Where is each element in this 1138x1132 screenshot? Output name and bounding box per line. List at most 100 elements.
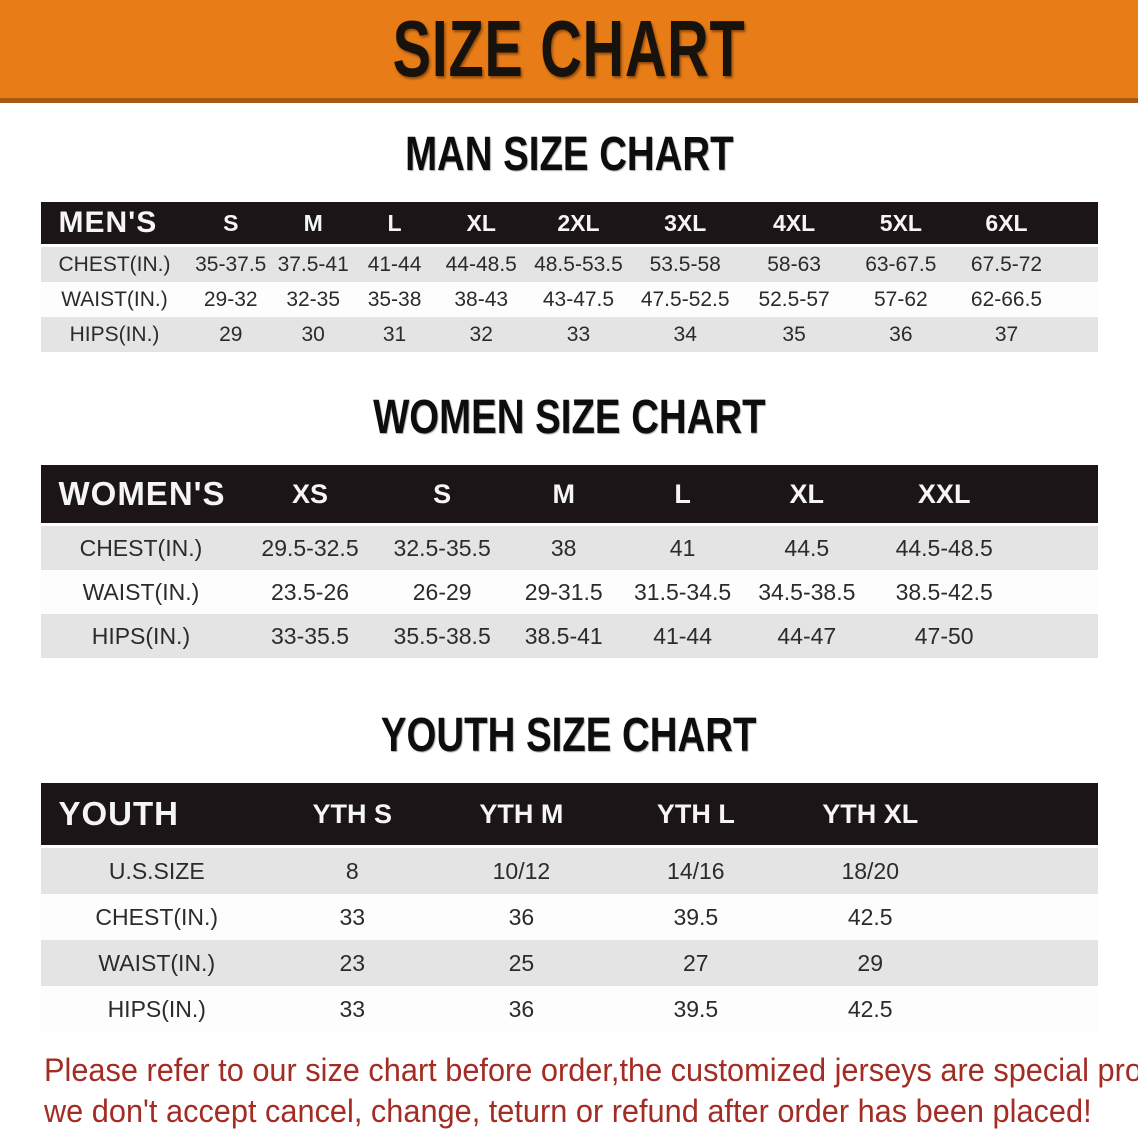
size-value: 18/20	[780, 846, 961, 894]
size-column-header: YTH S	[273, 783, 432, 848]
size-value: 44.5-48.5	[870, 524, 1019, 570]
size-value: 44-47	[743, 614, 871, 658]
section-title-women: WOMEN SIZE CHART	[0, 390, 1138, 445]
spacer-cell	[960, 940, 1098, 986]
size-column-header: 2XL	[526, 202, 631, 247]
size-value: 42.5	[780, 894, 961, 940]
size-value: 26-29	[378, 570, 506, 614]
row-label: HIPS(IN.)	[40, 614, 242, 658]
size-value: 42.5	[780, 986, 961, 1032]
size-column-header: 6XL	[953, 202, 1060, 247]
size-column-header: L	[353, 202, 436, 247]
size-chart-section-men: MAN SIZE CHART MEN'S S M L XL 2XL 3XL 4XL 5XL 6XL C…	[0, 103, 1138, 352]
size-value: 38	[505, 524, 622, 570]
row-label: HIPS(IN.)	[40, 317, 189, 352]
size-value: 52.5-57	[740, 282, 848, 317]
table-row: CHEST(IN.) 35-37.5 37.5-41 41-44 44-48.5 48.5…	[40, 245, 1098, 282]
size-value: 48.5-53.5	[526, 245, 631, 282]
spacer-cell	[1018, 570, 1098, 614]
size-value: 39.5	[611, 986, 781, 1032]
size-value: 57-62	[847, 282, 954, 317]
size-value: 32.5-35.5	[378, 524, 506, 570]
size-column-header: S	[378, 465, 506, 526]
disclaimer-text: Please refer to our size chart before or…	[0, 1050, 1138, 1132]
size-value: 29-31.5	[505, 570, 622, 614]
disclaimer-line-2: we don't accept cancel, change, teturn o…	[44, 1093, 1092, 1129]
spacer-cell	[960, 894, 1098, 940]
size-value: 62-66.5	[953, 282, 1060, 317]
youth-size-table: YOUTH YTH S YTH M YTH L YTH XL U.S.SIZE 8 10/12…	[40, 783, 1098, 1032]
size-value: 34.5-38.5	[743, 570, 871, 614]
table-row: WAIST(IN.) 29-32 32-35 35-38 38-43 43-47.5 47.…	[40, 282, 1098, 317]
spacer-cell	[960, 986, 1098, 1032]
spacer-cell	[1059, 245, 1098, 282]
size-value: 63-67.5	[847, 245, 954, 282]
size-value: 35-38	[353, 282, 436, 317]
size-value: 67.5-72	[953, 245, 1060, 282]
table-row: U.S.SIZE 8 10/12 14/16 18/20	[40, 846, 1098, 894]
spacer-cell	[1018, 614, 1098, 658]
women-size-table: WOMEN'S XS S M L XL XXL CHEST(IN.) 29.5-32.5 32.5…	[40, 465, 1098, 658]
size-value: 38.5-41	[505, 614, 622, 658]
section-title-youth: YOUTH SIZE CHART	[0, 708, 1138, 763]
size-column-header: XL	[435, 202, 527, 247]
size-column-header: S	[188, 202, 274, 247]
row-label: CHEST(IN.)	[40, 524, 242, 570]
size-value: 23	[273, 940, 432, 986]
size-value: 34	[630, 317, 741, 352]
size-value: 14/16	[611, 846, 781, 894]
size-value: 58-63	[740, 245, 848, 282]
size-value: 39.5	[611, 894, 781, 940]
table-corner-label: YOUTH	[40, 783, 274, 848]
size-chart-section-women: WOMEN SIZE CHART WOMEN'S XS S M L XL XXL CHEST(I…	[0, 352, 1138, 658]
spacer-cell	[1018, 465, 1098, 526]
row-label: WAIST(IN.)	[40, 940, 274, 986]
section-title-text: MAN SIZE CHART	[404, 128, 734, 181]
size-value: 36	[431, 986, 612, 1032]
banner: SIZE CHART	[0, 0, 1138, 103]
size-value: 25	[431, 940, 612, 986]
size-value: 35.5-38.5	[378, 614, 506, 658]
size-value: 33-35.5	[241, 614, 379, 658]
size-column-header: XXL	[870, 465, 1019, 526]
size-column-header: 3XL	[630, 202, 741, 247]
spacer-cell	[960, 846, 1098, 894]
size-value: 27	[611, 940, 781, 986]
size-value: 33	[273, 894, 432, 940]
table-header-row: WOMEN'S XS S M L XL XXL	[40, 465, 1098, 526]
size-value: 36	[847, 317, 954, 352]
size-value: 41-44	[353, 245, 436, 282]
table-corner-label: MEN'S	[40, 202, 189, 247]
size-value: 37	[953, 317, 1060, 352]
size-column-header: XS	[241, 465, 379, 526]
spacer-cell	[1059, 317, 1098, 352]
men-size-table: MEN'S S M L XL 2XL 3XL 4XL 5XL 6XL CHEST(IN.) 35-37…	[40, 202, 1098, 352]
size-value: 32	[435, 317, 527, 352]
size-value: 44.5	[743, 524, 871, 570]
row-label: U.S.SIZE	[40, 846, 274, 894]
size-value: 29	[780, 940, 961, 986]
size-value: 44-48.5	[435, 245, 527, 282]
table-row: WAIST(IN.) 23 25 27 29	[40, 940, 1098, 986]
size-column-header: YTH M	[431, 783, 612, 848]
banner-title: SIZE CHART	[392, 4, 746, 93]
table-corner-label: WOMEN'S	[40, 465, 242, 526]
row-label: HIPS(IN.)	[40, 986, 274, 1032]
row-label: WAIST(IN.)	[40, 282, 189, 317]
size-value: 33	[273, 986, 432, 1032]
size-value: 53.5-58	[630, 245, 741, 282]
row-label: CHEST(IN.)	[40, 894, 274, 940]
size-value: 36	[431, 894, 612, 940]
size-column-header: M	[273, 202, 354, 247]
size-value: 31.5-34.5	[621, 570, 744, 614]
size-value: 41	[621, 524, 744, 570]
table-header-row: YOUTH YTH S YTH M YTH L YTH XL	[40, 783, 1098, 848]
size-value: 29.5-32.5	[241, 524, 379, 570]
size-value: 43-47.5	[526, 282, 631, 317]
table-row: WAIST(IN.) 23.5-26 26-29 29-31.5 31.5-34.5 34…	[40, 570, 1098, 614]
size-column-header: L	[621, 465, 744, 526]
disclaimer-line-1: Please refer to our size chart before or…	[44, 1052, 1138, 1088]
section-title-text: YOUTH SIZE CHART	[381, 709, 757, 762]
spacer-cell	[1018, 524, 1098, 570]
row-label: CHEST(IN.)	[40, 245, 189, 282]
